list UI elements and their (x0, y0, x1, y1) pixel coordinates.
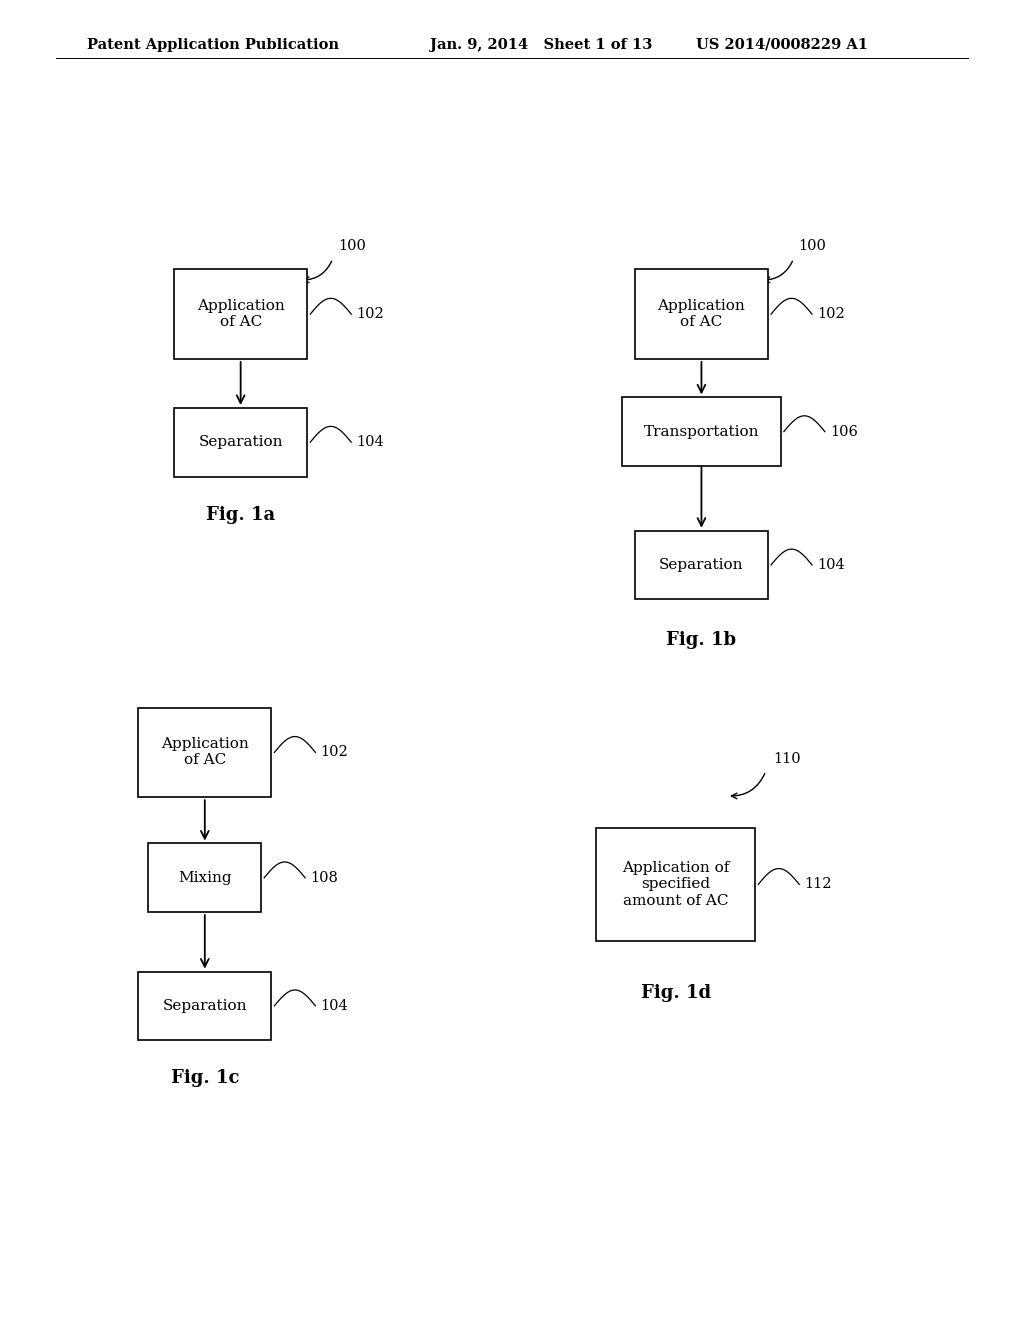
Text: Application of
specified
amount of AC: Application of specified amount of AC (623, 861, 729, 908)
Text: Fig. 1a: Fig. 1a (206, 506, 275, 524)
Bar (635, 269, 768, 359)
Bar (623, 397, 781, 466)
Text: Fig. 1d: Fig. 1d (641, 983, 711, 1002)
Text: 102: 102 (817, 308, 845, 321)
Text: Application
of AC: Application of AC (161, 738, 249, 767)
Bar (635, 531, 768, 599)
Text: Application
of AC: Application of AC (197, 300, 285, 329)
Text: Fig. 1c: Fig. 1c (171, 1069, 239, 1088)
Text: Application
of AC: Application of AC (657, 300, 745, 329)
Text: 100: 100 (338, 239, 366, 253)
Text: Mixing: Mixing (178, 871, 231, 884)
Text: Transportation: Transportation (644, 425, 759, 438)
Bar (174, 269, 307, 359)
Text: Jan. 9, 2014   Sheet 1 of 13: Jan. 9, 2014 Sheet 1 of 13 (430, 38, 652, 51)
Bar (174, 408, 307, 477)
Text: Separation: Separation (199, 436, 283, 449)
Bar (596, 829, 756, 940)
Text: 110: 110 (773, 751, 801, 766)
Text: US 2014/0008229 A1: US 2014/0008229 A1 (696, 38, 868, 51)
Text: Fig. 1b: Fig. 1b (667, 631, 736, 649)
Text: 104: 104 (356, 436, 384, 449)
Text: 108: 108 (310, 871, 338, 884)
Text: Patent Application Publication: Patent Application Publication (87, 38, 339, 51)
Text: 104: 104 (817, 558, 845, 572)
Bar (138, 972, 271, 1040)
Text: 104: 104 (321, 999, 348, 1012)
Text: 112: 112 (805, 878, 831, 891)
Text: 106: 106 (830, 425, 858, 438)
Text: 102: 102 (321, 746, 348, 759)
Text: Separation: Separation (659, 558, 743, 572)
Text: 100: 100 (799, 239, 826, 253)
Bar (148, 843, 261, 912)
Text: 102: 102 (356, 308, 384, 321)
Text: Separation: Separation (163, 999, 247, 1012)
Bar (138, 708, 271, 797)
